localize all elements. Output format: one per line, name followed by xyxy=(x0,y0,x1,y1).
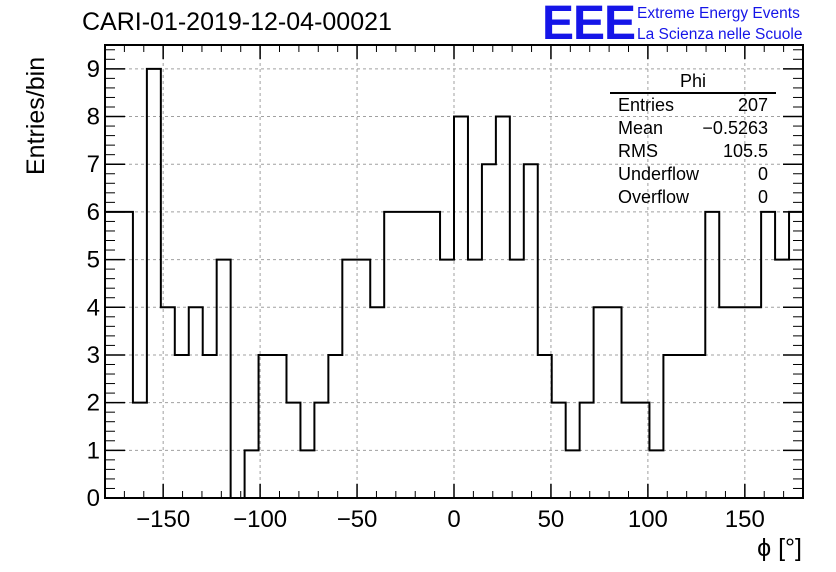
stats-label: Overflow xyxy=(618,187,690,207)
histogram-bin xyxy=(775,260,789,498)
y-tick-label: 7 xyxy=(87,151,100,178)
histogram-bin xyxy=(147,69,161,498)
histogram-bin xyxy=(342,260,356,498)
logo-line-1: Extreme Energy Events xyxy=(637,5,800,22)
stats-row-underflow: Underflow 0 xyxy=(610,163,776,186)
x-tick-label: −100 xyxy=(233,506,287,533)
y-tick-label: 3 xyxy=(87,342,100,369)
x-axis-ticks: −150 −100 −50 0 50 100 150 xyxy=(123,45,785,533)
histogram-bin xyxy=(468,260,482,498)
histogram-bin xyxy=(510,260,524,498)
stats-label: RMS xyxy=(618,141,658,161)
histogram-bin xyxy=(300,450,314,498)
y-tick-label: 9 xyxy=(87,56,100,83)
logo-caption: Extreme Energy Events La Scienza nelle S… xyxy=(637,3,802,45)
histogram-bin xyxy=(538,355,552,498)
y-tick-label: 1 xyxy=(87,437,100,464)
y-tick-label: 0 xyxy=(87,485,100,512)
stats-label: Mean xyxy=(618,118,664,138)
x-tick-label: 100 xyxy=(628,506,668,533)
histogram-bin xyxy=(649,450,663,498)
histogram-bin xyxy=(273,355,287,498)
histogram-bin xyxy=(175,355,189,498)
histogram-bin xyxy=(677,355,691,498)
x-axis-label: ϕ [°] xyxy=(757,534,802,562)
histogram-bin xyxy=(384,212,398,498)
y-tick-label: 5 xyxy=(87,247,100,274)
stats-row-mean: Mean −0.5263 xyxy=(610,117,776,140)
histogram-bin xyxy=(217,260,231,498)
histogram-bin xyxy=(259,355,273,498)
histogram-bin xyxy=(440,260,454,498)
stats-value: 0 xyxy=(757,187,768,207)
stats-row-overflow: Overflow 0 xyxy=(610,186,776,209)
y-axis-ticks: 0 1 2 3 4 5 6 7 8 9 xyxy=(87,49,803,512)
chart-title: CARI-01-2019-12-04-00021 xyxy=(82,8,392,36)
x-tick-label: −50 xyxy=(337,506,378,533)
y-tick-label: 4 xyxy=(87,294,100,321)
histogram-bin xyxy=(482,164,496,498)
y-tick-label: 2 xyxy=(87,390,100,417)
stats-title: Phi xyxy=(610,70,776,94)
logo-line-2: La Scienza nelle Scuole xyxy=(637,26,803,43)
x-tick-label: 150 xyxy=(725,506,765,533)
stats-value: 207 xyxy=(737,95,768,115)
histogram-bin xyxy=(328,355,342,498)
stats-value: −0.5263 xyxy=(702,118,768,138)
stats-value: 0 xyxy=(757,164,768,184)
stats-row-entries: Entries 207 xyxy=(610,94,776,117)
stats-label: Underflow xyxy=(618,164,700,184)
stats-value: 105.5 xyxy=(722,141,768,161)
histogram-outline xyxy=(105,67,803,499)
x-tick-label: 0 xyxy=(447,506,460,533)
histogram-bin xyxy=(245,450,259,498)
y-tick-label: 6 xyxy=(87,199,100,226)
stats-row-rms: RMS 105.5 xyxy=(610,140,776,163)
histogram-bin xyxy=(566,450,580,498)
x-tick-label: 50 xyxy=(538,506,565,533)
histogram-bin xyxy=(203,355,217,498)
histogram-bin xyxy=(663,355,677,498)
x-tick-label: −150 xyxy=(136,506,190,533)
stats-box: Phi Entries 207 Mean −0.5263 RMS 105.5 U… xyxy=(610,70,776,209)
histogram-bin xyxy=(691,355,705,498)
y-tick-label: 8 xyxy=(87,104,100,131)
y-axis-label: Entries/bin xyxy=(22,56,50,175)
stats-label: Entries xyxy=(618,95,675,115)
histogram-bin xyxy=(356,260,370,498)
histogram-bin xyxy=(524,164,538,498)
eee-logo-icon: EEE xyxy=(542,0,636,50)
